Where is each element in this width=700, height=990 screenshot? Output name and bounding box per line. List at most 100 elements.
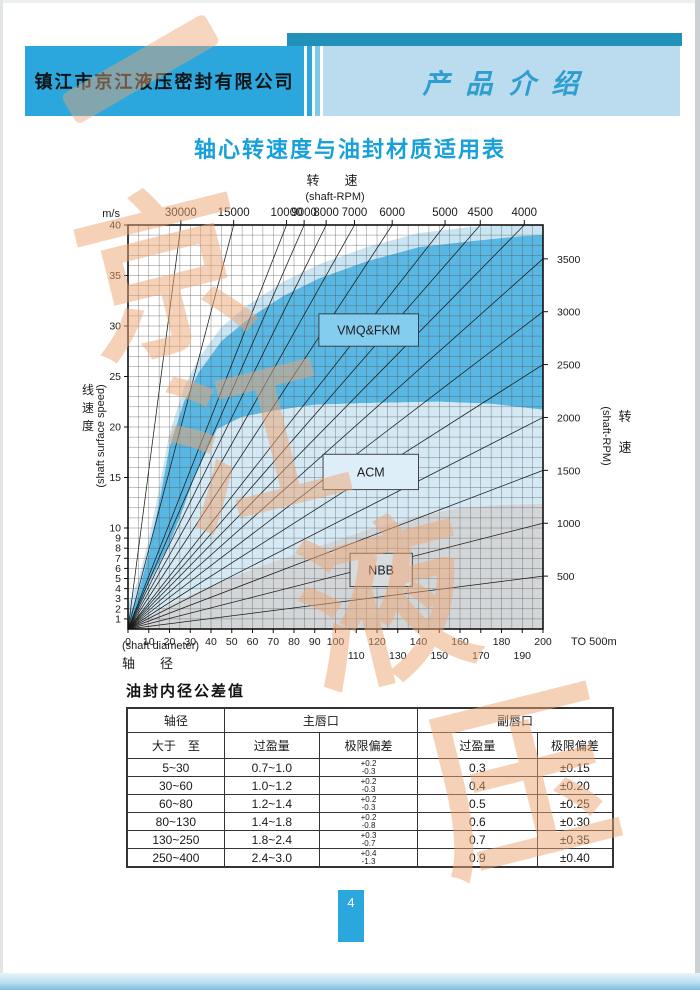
rpm-line-9000: [127, 224, 305, 630]
rpm-line-2500: [127, 364, 544, 630]
right-tick-label: 2500: [557, 360, 581, 372]
table-cell: ±0.20: [536, 776, 614, 795]
speed-material-chart: 转 速 (shaft-RPM) m/s (shaft diameter) 轴 径…: [82, 173, 632, 671]
col-header-shaft: 轴径: [126, 707, 225, 733]
rpm-line-8000: [127, 224, 327, 630]
top-tick-label: 10000: [271, 207, 303, 219]
left-tick-label: 2: [115, 603, 121, 615]
table-cell: +0.2 -0.3: [318, 776, 419, 795]
col-header-interference: 过盈量: [223, 732, 320, 759]
table-row: 80~130 1.4~1.8 +0.2 -0.8 0.6 ±0.30: [126, 812, 614, 831]
table-cell: 80~130: [126, 812, 225, 831]
top-tick-label: 30000: [165, 207, 197, 219]
header-stripe: [315, 46, 320, 116]
col-header-limit: 极限偏差: [536, 732, 614, 759]
bottom-tick-label: 80: [288, 636, 300, 648]
right-tick-label: 1000: [557, 518, 581, 530]
bottom-axis: 0 10 20 30 40 50 60 70 80 90 100 120 140 160 180 200 110…: [125, 629, 552, 662]
table-row: 250~400 2.4~3.0 +0.4 -1.3 0.9 ±0.40: [126, 848, 614, 868]
limit-deviation-stack: +0.2 -0.8: [360, 813, 377, 830]
left-tick-label: 9: [115, 533, 121, 545]
table-cell: 0.7: [417, 830, 538, 849]
left-tick-label: 10: [109, 523, 121, 535]
bottom-tick-label: 130: [389, 650, 407, 662]
top-tick-label: 6000: [379, 207, 405, 219]
right-axis: 3500 3000 2500 2000 1500 1000 500: [543, 254, 581, 583]
section-banner: 产品介绍: [323, 46, 680, 116]
left-tick-label: 35: [109, 270, 121, 282]
page-number: 4: [347, 895, 355, 910]
company-name: 镇江市京江液压密封有限公司: [34, 72, 295, 92]
left-tick-label: 40: [109, 220, 121, 232]
table-cell: +0.4 -1.3: [318, 848, 419, 868]
top-tick-label: 4000: [511, 207, 537, 219]
top-axis-title-en: (shaft-RPM): [305, 191, 364, 203]
bottom-tick-label: 90: [309, 636, 321, 648]
region-label: VMQ&FKM: [337, 324, 400, 338]
limit-deviation-stack: +0.3 -0.7: [360, 831, 377, 848]
col-header-aux-lip: 副唇口: [417, 707, 614, 733]
table-cell: +0.2 -0.3: [318, 758, 419, 777]
table-cell: 0.5: [417, 794, 538, 813]
table-cell: 0.3: [417, 758, 538, 777]
left-tick-label: 30: [109, 321, 121, 333]
rpm-line-4000: [127, 224, 525, 630]
tolerance-table: 轴径 主唇口 副唇口 大于 至 过盈量 极限偏差 过盈量 极限偏差 5~30 0.…: [126, 707, 614, 868]
rpm-line-15000: [127, 224, 235, 630]
limit-deviation-stack: +0.2 -0.3: [360, 777, 377, 794]
table-cell: ±0.25: [536, 794, 614, 813]
bottom-tick-label: 140: [410, 636, 428, 648]
table-cell: ±0.35: [536, 830, 614, 849]
region-label: ACM: [357, 465, 385, 479]
top-axis-title-cn: 转 速: [306, 173, 363, 188]
bottom-tick-label: 150: [430, 650, 448, 662]
rpm-line-30000: [127, 224, 182, 630]
bottom-tick-label: 190: [513, 650, 531, 662]
limit-deviation-stack: +0.2 -0.3: [360, 795, 377, 812]
left-tick-label: 8: [115, 543, 121, 555]
region-labels: VMQ&FKM ACM NBB: [318, 313, 419, 588]
page-number-badge: 4: [338, 890, 364, 942]
table-cell: 60~80: [126, 794, 225, 813]
limit-deviation-stack: +0.2 -0.3: [360, 759, 377, 776]
rpm-line-500: [127, 575, 544, 630]
x-axis-title-en: (shaft diameter): [122, 640, 199, 652]
region-label-box: [322, 453, 419, 491]
left-tick-label: 3: [115, 593, 121, 605]
vertical-axis-titles: 线速度 (shaft surface speed) 转速: [82, 383, 632, 488]
table-cell: 0.9: [417, 848, 538, 868]
bottom-tick-label: 20: [164, 636, 176, 648]
limit-deviation-stack: +0.4 -1.3: [360, 849, 377, 866]
right-tick-label: 3500: [557, 254, 581, 266]
bottom-tick-label: 180: [493, 636, 511, 648]
table-cell: 0.7~1.0: [223, 758, 320, 777]
table-row: 5~30 0.7~1.0 +0.2 -0.3 0.3 ±0.15: [126, 758, 614, 777]
bottom-tick-label: 50: [226, 636, 238, 648]
header-accent-bar: [287, 33, 682, 46]
left-tick-label: 7: [115, 553, 121, 565]
page-edge-top: [0, 0, 700, 3]
y-axis-title-cn-char: 线: [82, 383, 94, 397]
rpm-line-7000: [127, 224, 355, 630]
top-tick-label: 15000: [218, 207, 250, 219]
table-cell: 1.8~2.4: [223, 830, 320, 849]
x-axis-title-cn: 轴 径: [122, 656, 179, 671]
right-tick-label: 500: [557, 571, 575, 583]
left-tick-label: 1: [115, 613, 121, 625]
col-header-range: 大于 至: [126, 732, 225, 759]
section-title: 产品介绍: [422, 68, 595, 99]
header-stripe: [307, 46, 312, 116]
right-axis-title-cn-char: 速: [618, 440, 631, 455]
rpm-line-6000: [127, 224, 393, 630]
table-row: 60~80 1.2~1.4 +0.2 -0.3 0.5 ±0.25: [126, 794, 614, 813]
bottom-tick-label: 100: [327, 636, 345, 648]
table-cell: +0.2 -0.8: [318, 812, 419, 831]
top-tick-label: 9000: [291, 207, 317, 219]
y-axis-title-en: (shaft surface speed): [95, 384, 107, 487]
rpm-line-3500: [127, 258, 544, 630]
top-tick-label: 7000: [342, 207, 368, 219]
bottom-tick-label: 10: [143, 636, 155, 648]
table-cell: ±0.15: [536, 758, 614, 777]
